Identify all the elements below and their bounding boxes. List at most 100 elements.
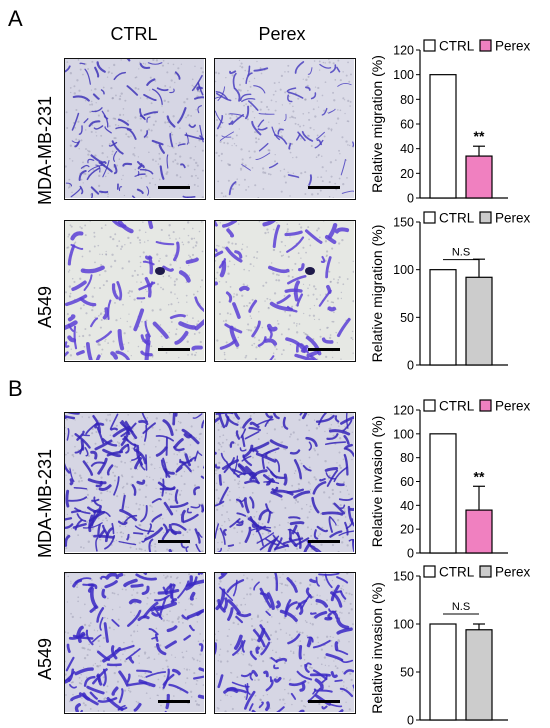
pore-speckle <box>334 665 337 668</box>
pore-speckle <box>77 600 79 603</box>
pore-speckle <box>342 71 344 73</box>
stained-cell <box>92 93 100 100</box>
stained-cell <box>242 444 254 459</box>
pore-speckle <box>319 335 322 338</box>
stained-cell <box>306 636 313 648</box>
stained-cell <box>174 330 189 345</box>
pore-speckle <box>151 158 155 161</box>
stained-cell <box>155 643 167 656</box>
stained-cell <box>335 590 342 594</box>
stained-cell <box>320 255 326 264</box>
pore-speckle <box>215 472 217 475</box>
pore-speckle <box>105 418 108 421</box>
pore-speckle <box>196 659 199 662</box>
stained-cell <box>199 124 204 143</box>
debris-spot <box>155 267 165 275</box>
pore-speckle <box>120 248 122 250</box>
stained-cell <box>297 131 306 142</box>
pore-speckle <box>296 500 300 503</box>
stained-cell <box>123 578 138 588</box>
pore-speckle <box>297 97 300 100</box>
pore-speckle <box>193 484 197 487</box>
stained-cell <box>231 681 250 688</box>
pore-speckle <box>152 59 155 62</box>
pore-speckle <box>118 158 121 160</box>
pore-speckle <box>120 535 123 538</box>
scale-bar <box>158 700 190 703</box>
stained-cell <box>315 598 329 608</box>
stained-cell <box>65 489 70 508</box>
pore-speckle <box>286 231 288 234</box>
pore-speckle <box>295 621 298 624</box>
stained-cell <box>287 94 293 103</box>
pore-speckle <box>230 643 232 646</box>
pore-speckle <box>287 328 290 331</box>
pore-speckle <box>342 536 344 539</box>
pore-speckle <box>226 142 229 145</box>
stained-cell <box>251 669 258 677</box>
stained-cell <box>168 683 189 694</box>
stained-cell <box>191 345 203 351</box>
pore-speckle <box>253 413 255 414</box>
pore-speckle <box>290 650 292 652</box>
pore-speckle <box>215 80 217 83</box>
stained-cell <box>227 544 235 547</box>
stained-cell <box>65 351 69 357</box>
pore-speckle <box>189 255 192 258</box>
stained-cell <box>253 67 269 72</box>
pore-speckle <box>116 532 118 534</box>
pore-speckle <box>195 161 198 165</box>
pore-speckle <box>297 487 300 490</box>
pore-speckle <box>114 233 117 236</box>
stained-cell <box>335 227 350 234</box>
pore-speckle <box>122 108 125 110</box>
pore-speckle <box>108 125 111 127</box>
stained-cell <box>104 527 114 543</box>
stained-cell <box>304 229 323 244</box>
stained-cell <box>121 494 126 511</box>
pore-speckle <box>96 664 99 668</box>
stained-cell <box>316 525 329 533</box>
pore-speckle <box>266 297 269 300</box>
stained-cell <box>88 514 94 533</box>
pore-speckle <box>65 426 66 429</box>
stained-cell <box>85 342 93 360</box>
pore-speckle <box>154 550 157 552</box>
pore-speckle <box>225 319 228 322</box>
pore-speckle <box>71 453 74 457</box>
pore-speckle <box>279 698 282 701</box>
stained-cell <box>104 126 112 134</box>
stained-cell <box>236 612 252 618</box>
pore-speckle <box>262 171 265 174</box>
pore-speckle <box>246 246 248 248</box>
pore-speckle <box>162 59 165 62</box>
stained-cell <box>128 598 142 605</box>
stained-cell <box>188 124 196 128</box>
pore-speckle <box>160 704 162 707</box>
pore-speckle <box>88 334 91 337</box>
pore-speckle <box>230 671 232 674</box>
stained-cell <box>177 580 190 599</box>
pore-speckle <box>278 122 280 125</box>
pore-speckle <box>286 228 289 231</box>
pore-speckle <box>150 463 153 466</box>
stained-cell <box>339 687 354 698</box>
pore-speckle <box>182 656 185 659</box>
stained-cell <box>253 85 266 94</box>
pore-speckle <box>183 101 186 104</box>
pore-speckle <box>183 483 186 486</box>
pore-speckle <box>177 621 180 623</box>
pore-speckle <box>185 650 188 652</box>
pore-speckle <box>74 445 76 448</box>
pore-speckle <box>224 710 227 712</box>
pore-speckle <box>246 328 248 331</box>
pore-speckle <box>171 620 174 624</box>
pore-speckle <box>231 187 234 191</box>
pore-speckle <box>146 603 148 605</box>
pore-speckle <box>244 164 247 167</box>
stained-cell <box>145 454 148 471</box>
legend-swatch-ctrl <box>423 39 436 52</box>
pore-speckle <box>279 170 282 172</box>
stained-cell <box>147 62 163 65</box>
pore-speckle <box>323 491 326 494</box>
